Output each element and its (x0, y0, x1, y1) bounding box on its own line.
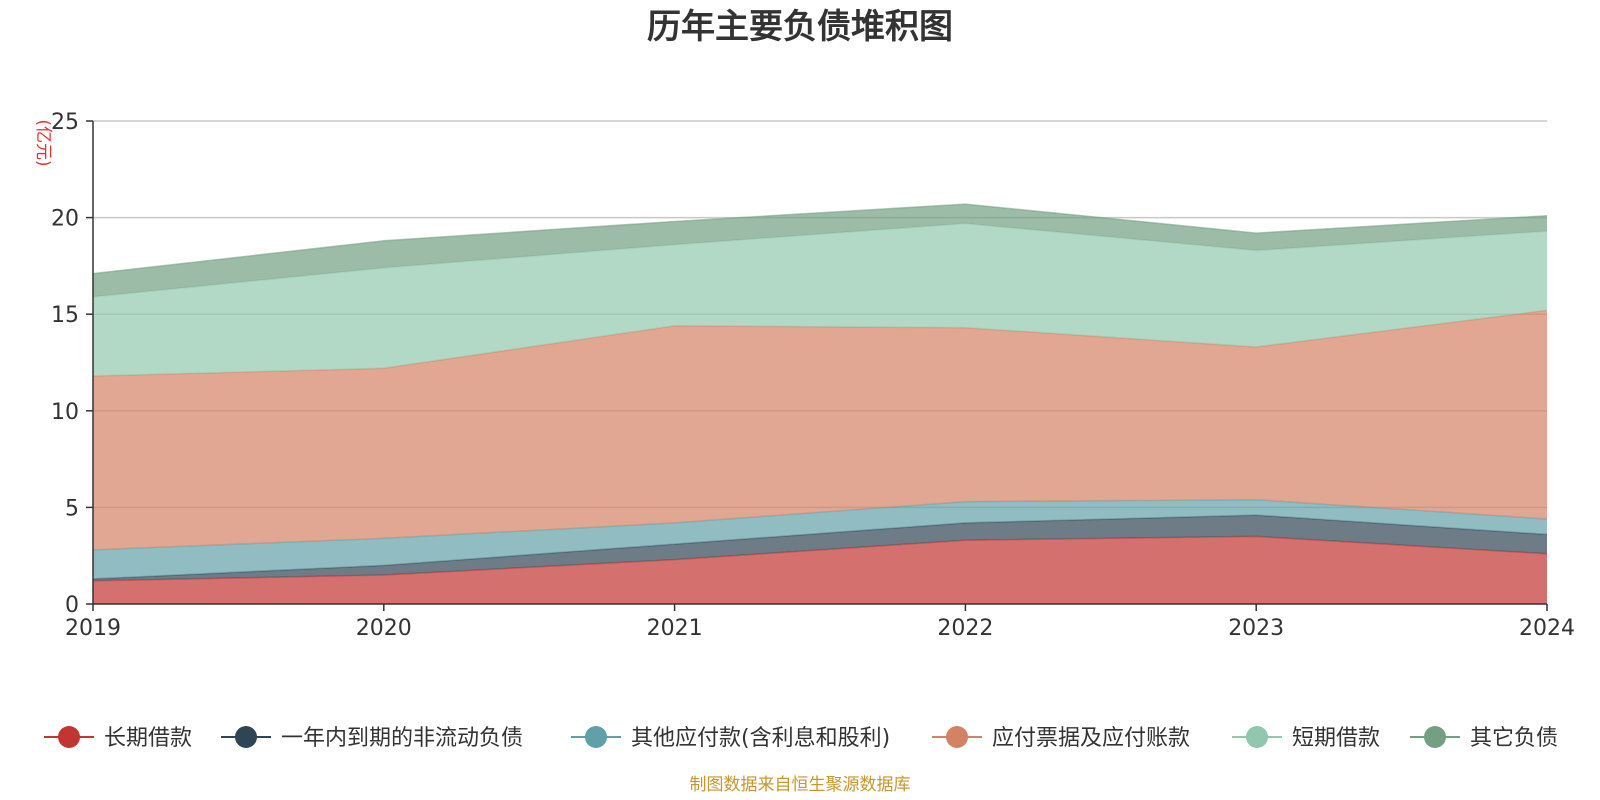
legend-marker (58, 726, 80, 748)
legend-label: 应付票据及应付账款 (992, 726, 1190, 751)
area-series-1 (93, 515, 1547, 581)
legend-label: 一年内到期的非流动负债 (281, 726, 523, 751)
area-series-3 (93, 310, 1547, 550)
x-tick-label: 2021 (647, 616, 703, 641)
area-series-4 (93, 223, 1547, 376)
legend-marker (585, 726, 607, 748)
legend-item-0[interactable]: 长期借款 (44, 726, 192, 751)
area-series-2 (93, 499, 1547, 579)
legend-marker (946, 726, 968, 748)
y-axis-unit-label: (亿元) (33, 119, 53, 166)
y-tick-label: 20 (51, 207, 79, 232)
legend-item-2[interactable]: 其他应付款(含利息和股利) (571, 726, 890, 751)
data-source-note: 制图数据来自恒生聚源数据库 (690, 775, 911, 795)
x-tick-label: 2020 (356, 616, 412, 641)
y-tick-label: 15 (51, 303, 79, 328)
area-series (92, 203, 1548, 604)
legend-item-4[interactable]: 短期借款 (1232, 726, 1380, 751)
x-tick-label: 2024 (1519, 616, 1575, 641)
area-series-0 (93, 536, 1547, 604)
chart-title: 历年主要负债堆积图 (647, 7, 953, 47)
legend-marker (235, 726, 257, 748)
x-tick-label: 2019 (65, 616, 121, 641)
y-tick-label: 25 (51, 110, 79, 135)
legend-marker (1246, 726, 1268, 748)
legend-marker (1424, 726, 1446, 748)
legend-label: 其他应付款(含利息和股利) (631, 726, 890, 751)
area-series-line-5 (92, 203, 1548, 275)
legend-item-3[interactable]: 应付票据及应付账款 (932, 726, 1190, 751)
x-tick-label: 2023 (1228, 616, 1284, 641)
x-tick-label: 2022 (937, 616, 993, 641)
legend-label: 长期借款 (104, 726, 192, 751)
legend-item-1[interactable]: 一年内到期的非流动负债 (221, 726, 523, 751)
legend-label: 其它负债 (1470, 726, 1558, 751)
area-series-5 (93, 204, 1547, 297)
y-tick-label: 10 (51, 400, 79, 425)
y-tick-label: 5 (65, 496, 79, 521)
legend-label: 短期借款 (1292, 726, 1380, 751)
legend[interactable]: 长期借款 一年内到期的非流动负债 其他应付款(含利息和股利) 应付票据及应付账款 短期借… (44, 726, 1558, 751)
legend-item-5[interactable]: 其它负债 (1410, 726, 1558, 751)
axes: 0 5 10 15 20 25 2019 2020 2021 2022 2023 2024 (51, 110, 1575, 641)
y-tick-label: 0 (65, 593, 79, 618)
